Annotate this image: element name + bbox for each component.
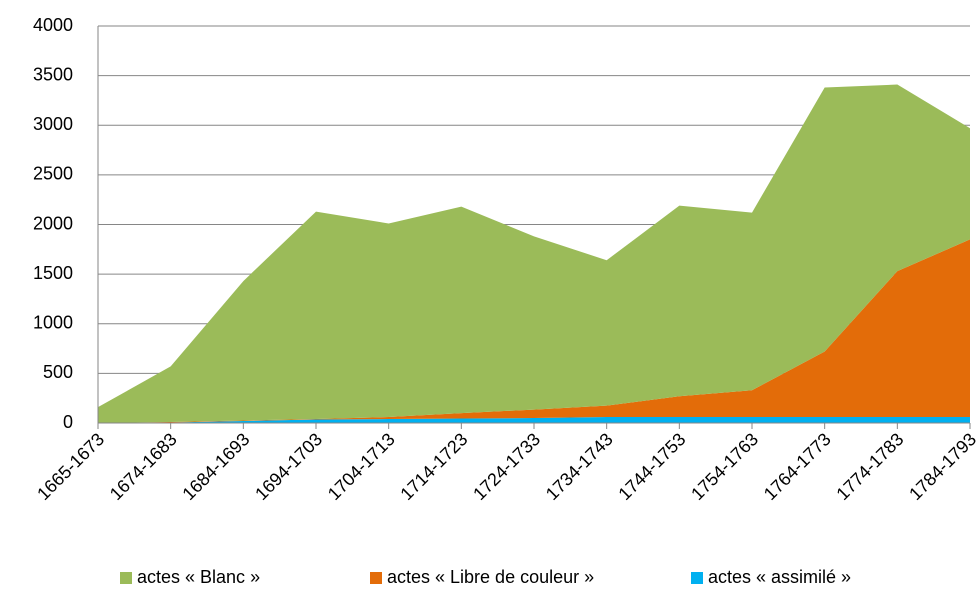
x-tick-label: 1744-1753 (615, 429, 690, 504)
y-tick-label: 500 (43, 362, 73, 382)
x-tick-label: 1714-1723 (397, 429, 472, 504)
legend-swatch (370, 572, 382, 584)
area (98, 239, 970, 423)
x-tick-label: 1684-1693 (179, 429, 254, 504)
x-tick-label: 1724-1733 (469, 429, 544, 504)
legend-swatch (120, 572, 132, 584)
y-tick-label: 3000 (33, 114, 73, 134)
x-tick-label: 1774-1783 (833, 429, 908, 504)
y-tick-label: 1500 (33, 263, 73, 283)
x-tick-label: 1734-1743 (542, 429, 617, 504)
y-tick-label: 1000 (33, 313, 73, 333)
x-tick-label: 1694-1703 (251, 429, 326, 504)
y-tick-label: 4000 (33, 15, 73, 35)
x-tick-label: 1764-1773 (760, 429, 835, 504)
x-tick-label: 1754-1763 (687, 429, 762, 504)
legend-label: actes « Libre de couleur » (387, 567, 594, 587)
y-tick-label: 0 (63, 412, 73, 432)
area (98, 84, 970, 424)
legend-label: actes « assimilé » (708, 567, 851, 587)
y-tick-label: 3500 (33, 64, 73, 84)
y-tick-label: 2500 (33, 164, 73, 184)
legend-label: actes « Blanc » (137, 567, 260, 587)
x-tick-label: 1674-1683 (106, 429, 181, 504)
y-tick-label: 2000 (33, 213, 73, 233)
area (98, 417, 970, 423)
x-tick-label: 1704-1713 (324, 429, 399, 504)
x-tick-label: 1784-1793 (905, 429, 977, 504)
x-tick-label: 1665-1673 (33, 429, 108, 504)
legend-swatch (691, 572, 703, 584)
